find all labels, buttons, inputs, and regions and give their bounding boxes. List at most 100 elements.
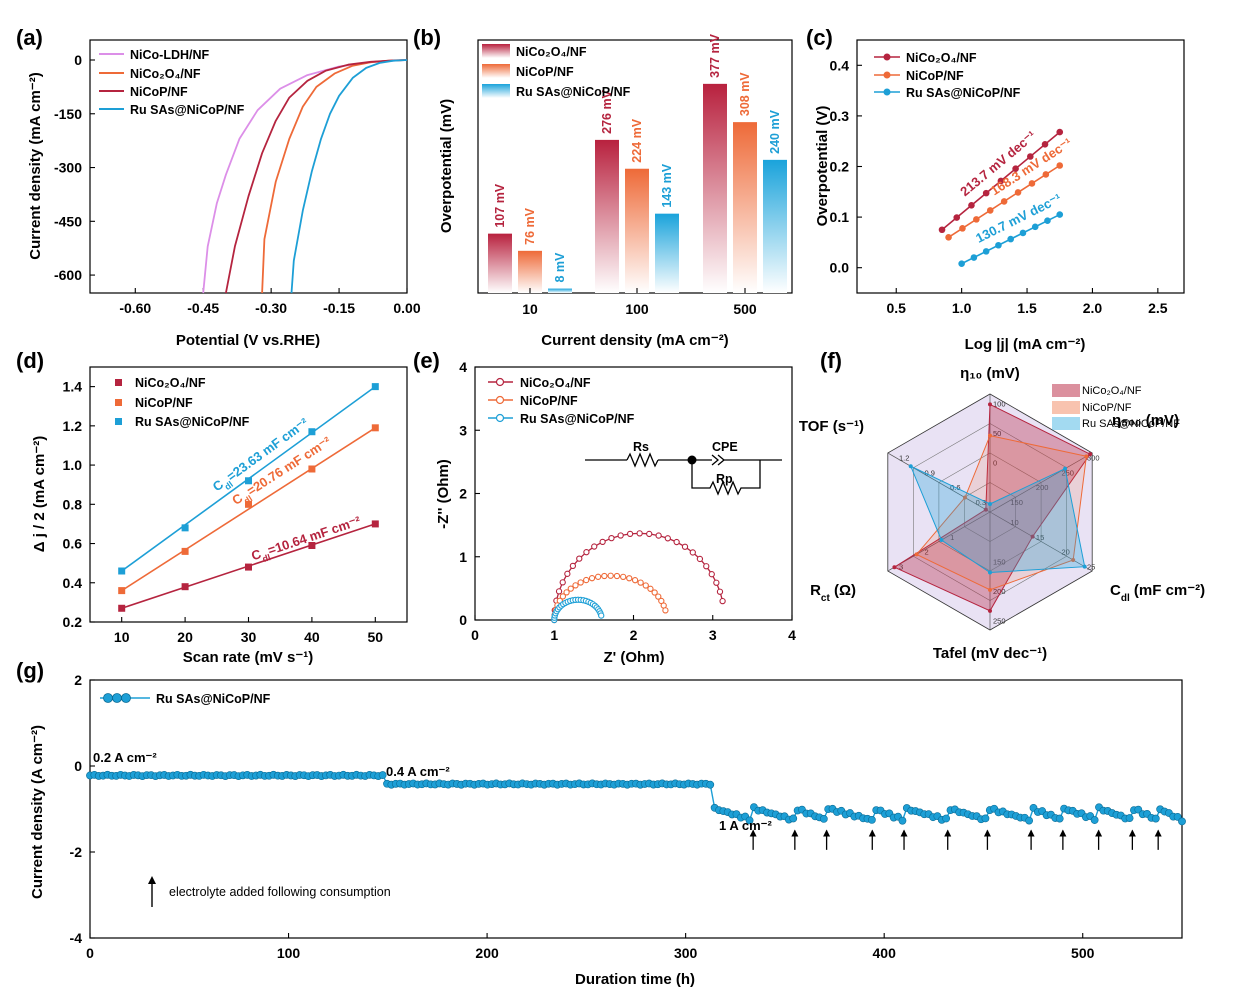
y-axis-label: Current density (A cm⁻²) — [29, 725, 46, 899]
data-point — [181, 547, 189, 555]
panel-f: (f) 100 50 0 300 250 200 150 25 20 15 10 250 200 150 3… — [799, 348, 1205, 662]
legend-marker — [115, 418, 122, 425]
x-tick-label: 400 — [873, 945, 897, 961]
radar-point — [962, 495, 967, 500]
cpe-symbol — [711, 454, 720, 466]
cpe-label: CPE — [712, 440, 738, 454]
y-tick-label: -2 — [70, 844, 83, 860]
legend-label: NiCoP/NF — [130, 85, 188, 99]
radar-axis-label: Rct (Ω) — [810, 582, 856, 604]
data-point — [655, 532, 662, 539]
radar-axis-label: Tafel (mV dec⁻¹) — [933, 645, 1047, 662]
radar-tick-label: 1.2 — [899, 454, 909, 463]
radar-tick-label: 0.9 — [925, 468, 935, 477]
panel-g: (g) 0 100 200 300 400 500 2 0 -2 -4 Duration time… — [16, 658, 1186, 988]
data-point — [959, 225, 966, 232]
data-point — [594, 573, 602, 580]
electrolyte-arrow-head — [868, 829, 876, 837]
data-point — [1056, 128, 1064, 136]
y-tick-label: 0.1 — [830, 209, 850, 225]
legend-marker — [121, 693, 131, 703]
legend: NiCo-LDH/NF NiCo₂O₄/NF NiCoP/NF Ru SAs@N… — [99, 48, 245, 117]
legend-marker — [883, 88, 891, 96]
bar-value-label: 377 mV — [708, 33, 722, 77]
data-point — [567, 585, 574, 592]
radar-spoke — [887, 452, 991, 513]
data-point — [713, 579, 720, 586]
electrolyte-arrow-head — [791, 829, 799, 837]
legend-label: NiCo₂O₄/NF — [516, 45, 587, 59]
axis-ticks: 0 1 2 3 4 0 1 2 3 4 — [459, 359, 796, 643]
data-point — [613, 572, 621, 580]
legend: NiCo₂O₄/NF NiCoP/NF Ru SAs@NiCoP/NF — [1052, 384, 1180, 430]
data-point — [620, 573, 627, 581]
radar-point — [1082, 564, 1087, 569]
data-point — [181, 583, 189, 591]
electrolyte-arrow-head — [1154, 829, 1162, 837]
data-point — [970, 254, 978, 261]
axis-ticks: 0 100 200 300 400 500 2 0 -2 -4 — [70, 672, 1095, 961]
nyquist-line — [553, 532, 724, 621]
radar-axis-label: η₅₀₀ (mV) — [1112, 412, 1179, 429]
legend-label: NiCo₂O₄/NF — [906, 51, 977, 65]
electrolyte-arrow-head — [983, 829, 991, 837]
step-label: 0.2 A cm⁻² — [93, 750, 157, 765]
radar-point — [988, 433, 992, 438]
y-tick-label: 2 — [459, 486, 467, 502]
data-point — [819, 814, 828, 823]
data-point — [636, 530, 643, 537]
y-tick-label: 1.4 — [63, 379, 83, 395]
data-point — [953, 214, 961, 221]
y-tick-label: 0.2 — [830, 159, 850, 175]
data-point — [583, 549, 590, 556]
legend-label: NiCo₂O₄/NF — [130, 67, 201, 81]
radar-axis-label: η₁₀ (mV) — [960, 365, 1020, 382]
radar-point — [1084, 454, 1089, 459]
panel-e: (e) 0 1 2 3 4 0 1 2 3 4 Z' (Ohm) -Z'' (Ohm) NiCo₂… — [413, 348, 796, 666]
legend-label: NiCoP/NF — [906, 69, 964, 83]
resistor-rp — [691, 460, 761, 496]
bar — [703, 83, 727, 293]
fit-line — [121, 427, 376, 592]
legend-marker — [115, 379, 122, 386]
x-tick-label: -0.15 — [323, 300, 355, 316]
electrolyte-arrow-head — [1027, 829, 1035, 837]
electrolyte-arrow-head — [823, 829, 831, 837]
y-tick-label: -4 — [70, 930, 83, 946]
data-point — [981, 814, 990, 823]
radar-chart: 100 50 0 300 250 200 150 25 20 15 10 250 200 150 3 2 1 1.… — [799, 365, 1205, 662]
data-point — [997, 177, 1005, 185]
radar-tick-label: 150 — [1010, 498, 1023, 507]
radar-tick-label: 300 — [1087, 454, 1100, 463]
legend-label: Ru SAs@NiCoP/NF — [1082, 418, 1180, 430]
data-point — [1000, 198, 1008, 205]
data-point — [689, 549, 696, 556]
panel-c: (c) 0.5 1.0 1.5 2.0 2.5 0.0 0.1 0.2 0.3 0.4 213.7… — [806, 25, 1185, 353]
radar-tick-label: 15 — [1036, 533, 1044, 542]
category-label: 10 — [522, 301, 538, 317]
legend-label: NiCo₂O₄/NF — [520, 376, 591, 390]
category-ticks: 10 100 500 — [522, 288, 757, 317]
data-point — [1019, 229, 1027, 237]
x-tick-label: 3 — [709, 627, 717, 643]
series-line — [261, 59, 408, 294]
data-point — [308, 465, 316, 473]
y-tick-label: 0.8 — [63, 496, 83, 512]
x-tick-label: 2.0 — [1083, 300, 1103, 316]
radar-tick-label: 20 — [1061, 548, 1069, 557]
data-point — [308, 542, 316, 549]
data-point — [588, 575, 596, 582]
data-point — [1056, 162, 1064, 169]
bar — [625, 168, 649, 293]
data-point — [973, 216, 980, 223]
data-point — [118, 567, 126, 575]
data-point — [664, 535, 671, 542]
data-point — [1031, 223, 1039, 231]
legend-label: NiCo-LDH/NF — [130, 48, 210, 62]
radar-tick-label: 50 — [993, 429, 1001, 438]
axis-ticks: -0.60 -0.45 -0.30 -0.15 0.00 0 -150 -300 -450 -60… — [54, 52, 421, 316]
radar-tick-label: 250 — [993, 617, 1006, 626]
radar-tick-label: 100 — [993, 399, 1006, 408]
series-line — [290, 59, 408, 294]
legend-label: Ru SAs@NiCoP/NF — [516, 85, 631, 99]
